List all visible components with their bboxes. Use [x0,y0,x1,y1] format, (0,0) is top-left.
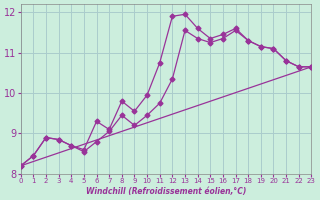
X-axis label: Windchill (Refroidissement éolien,°C): Windchill (Refroidissement éolien,°C) [86,187,246,196]
